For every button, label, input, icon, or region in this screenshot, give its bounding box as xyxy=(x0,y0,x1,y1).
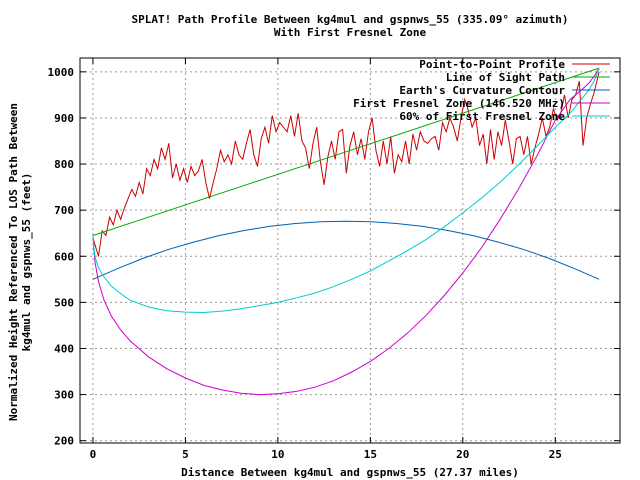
series-line-earth-s-curvature-contour xyxy=(92,220,600,280)
y-tick-label: 1000 xyxy=(48,66,75,79)
x-tick-label: 5 xyxy=(182,448,189,461)
series-line-line-of-sight-path xyxy=(92,67,600,236)
y-tick-label: 900 xyxy=(54,112,74,125)
chart-title: SPLAT! Path Profile Between kg4mul and g… xyxy=(131,13,568,26)
y-tick-label: 300 xyxy=(54,389,74,402)
y-tick-label: 500 xyxy=(54,296,74,309)
legend-label: Line of Sight Path xyxy=(446,71,565,84)
series-line-first-fresnel-zone-146-520-mhz xyxy=(92,67,600,396)
y-tick-label: 400 xyxy=(54,342,74,355)
legend-label: Earth's Curvature Contour xyxy=(399,84,565,97)
y-tick-label: 200 xyxy=(54,435,74,448)
y-tick-label: 700 xyxy=(54,204,74,217)
x-axis-label: Distance Between kg4mul and gspnws_55 (2… xyxy=(181,466,519,479)
series-line-point-to-point-profile xyxy=(92,71,600,257)
ticks: 200 300 400 500 600 700 800 900 1000 0 5 10 15 20 25 xyxy=(48,58,620,461)
x-tick-label: 10 xyxy=(271,448,284,461)
plot-frame xyxy=(79,57,621,444)
x-tick-label: 15 xyxy=(364,448,377,461)
y-tick-label: 800 xyxy=(54,158,74,171)
legend-label: 60% of First Fresnel Zone xyxy=(399,110,565,123)
x-tick-label: 25 xyxy=(549,448,562,461)
x-tick-label: 20 xyxy=(456,448,469,461)
legend-label: Point-to-Point Profile xyxy=(419,58,565,71)
y-tick-label: 600 xyxy=(54,250,74,263)
series-line-60-of-first-fresnel-zone xyxy=(92,67,600,314)
x-tick-label: 0 xyxy=(90,448,97,461)
legend-label: First Fresnel Zone (146.520 MHz) xyxy=(353,97,565,110)
series-layer xyxy=(92,67,600,396)
y-axis-label-line-1: Normalized Height Referenced To LOS Path… xyxy=(7,103,20,421)
y-axis-label-line-2: kg4mul and gspnws_55 (feet) xyxy=(20,173,33,352)
chart-subtitle: With First Fresnel Zone xyxy=(274,26,427,39)
